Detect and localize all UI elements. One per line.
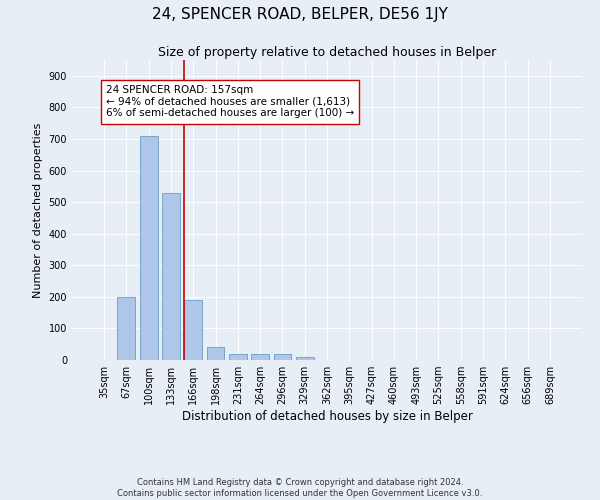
Bar: [274, 354, 292, 360]
Bar: [296, 357, 314, 360]
Title: Size of property relative to detached houses in Belper: Size of property relative to detached ho…: [158, 46, 496, 59]
Bar: [184, 300, 202, 360]
Y-axis label: Number of detached properties: Number of detached properties: [33, 122, 43, 298]
Bar: [229, 354, 247, 360]
Text: 24 SPENCER ROAD: 157sqm
← 94% of detached houses are smaller (1,613)
6% of semi-: 24 SPENCER ROAD: 157sqm ← 94% of detache…: [106, 86, 354, 118]
Bar: [162, 192, 180, 360]
Bar: [118, 297, 136, 360]
Bar: [251, 354, 269, 360]
X-axis label: Distribution of detached houses by size in Belper: Distribution of detached houses by size …: [182, 410, 472, 423]
Bar: [140, 136, 158, 360]
Bar: [206, 348, 224, 360]
Text: Contains HM Land Registry data © Crown copyright and database right 2024.
Contai: Contains HM Land Registry data © Crown c…: [118, 478, 482, 498]
Text: 24, SPENCER ROAD, BELPER, DE56 1JY: 24, SPENCER ROAD, BELPER, DE56 1JY: [152, 8, 448, 22]
